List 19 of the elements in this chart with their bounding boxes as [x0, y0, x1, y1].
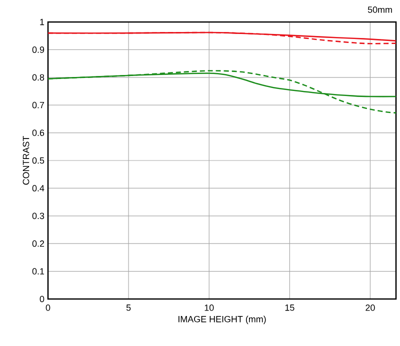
x-axis-title: IMAGE HEIGHT (mm): [178, 316, 266, 324]
x-tick-label: 0: [46, 304, 50, 311]
y-tick-label: 0.4: [32, 185, 44, 192]
y-tick-label: 0.7: [32, 102, 44, 108]
x-tick-label: 20: [366, 304, 375, 311]
y-tick-label: 0.3: [32, 212, 44, 220]
y-tick-label: 0.1: [32, 268, 44, 274]
y-tick-label: 0.5: [32, 157, 44, 164]
x-tick-label: 15: [285, 304, 294, 311]
y-tick-label: 0.8: [32, 74, 44, 81]
y-tick-label: 0.2: [32, 240, 44, 247]
x-tick-label: 10: [204, 304, 214, 311]
y-axis-title: CONTRAST: [22, 136, 30, 185]
y-tick-label: 0.6: [32, 130, 44, 136]
y-tick-label: 0.9: [32, 46, 44, 53]
y-tick-label: 1: [40, 18, 44, 26]
text: 50mm: [368, 6, 392, 13]
y-tick-label: 0: [40, 296, 44, 302]
x-tick-label: 5: [126, 304, 131, 311]
